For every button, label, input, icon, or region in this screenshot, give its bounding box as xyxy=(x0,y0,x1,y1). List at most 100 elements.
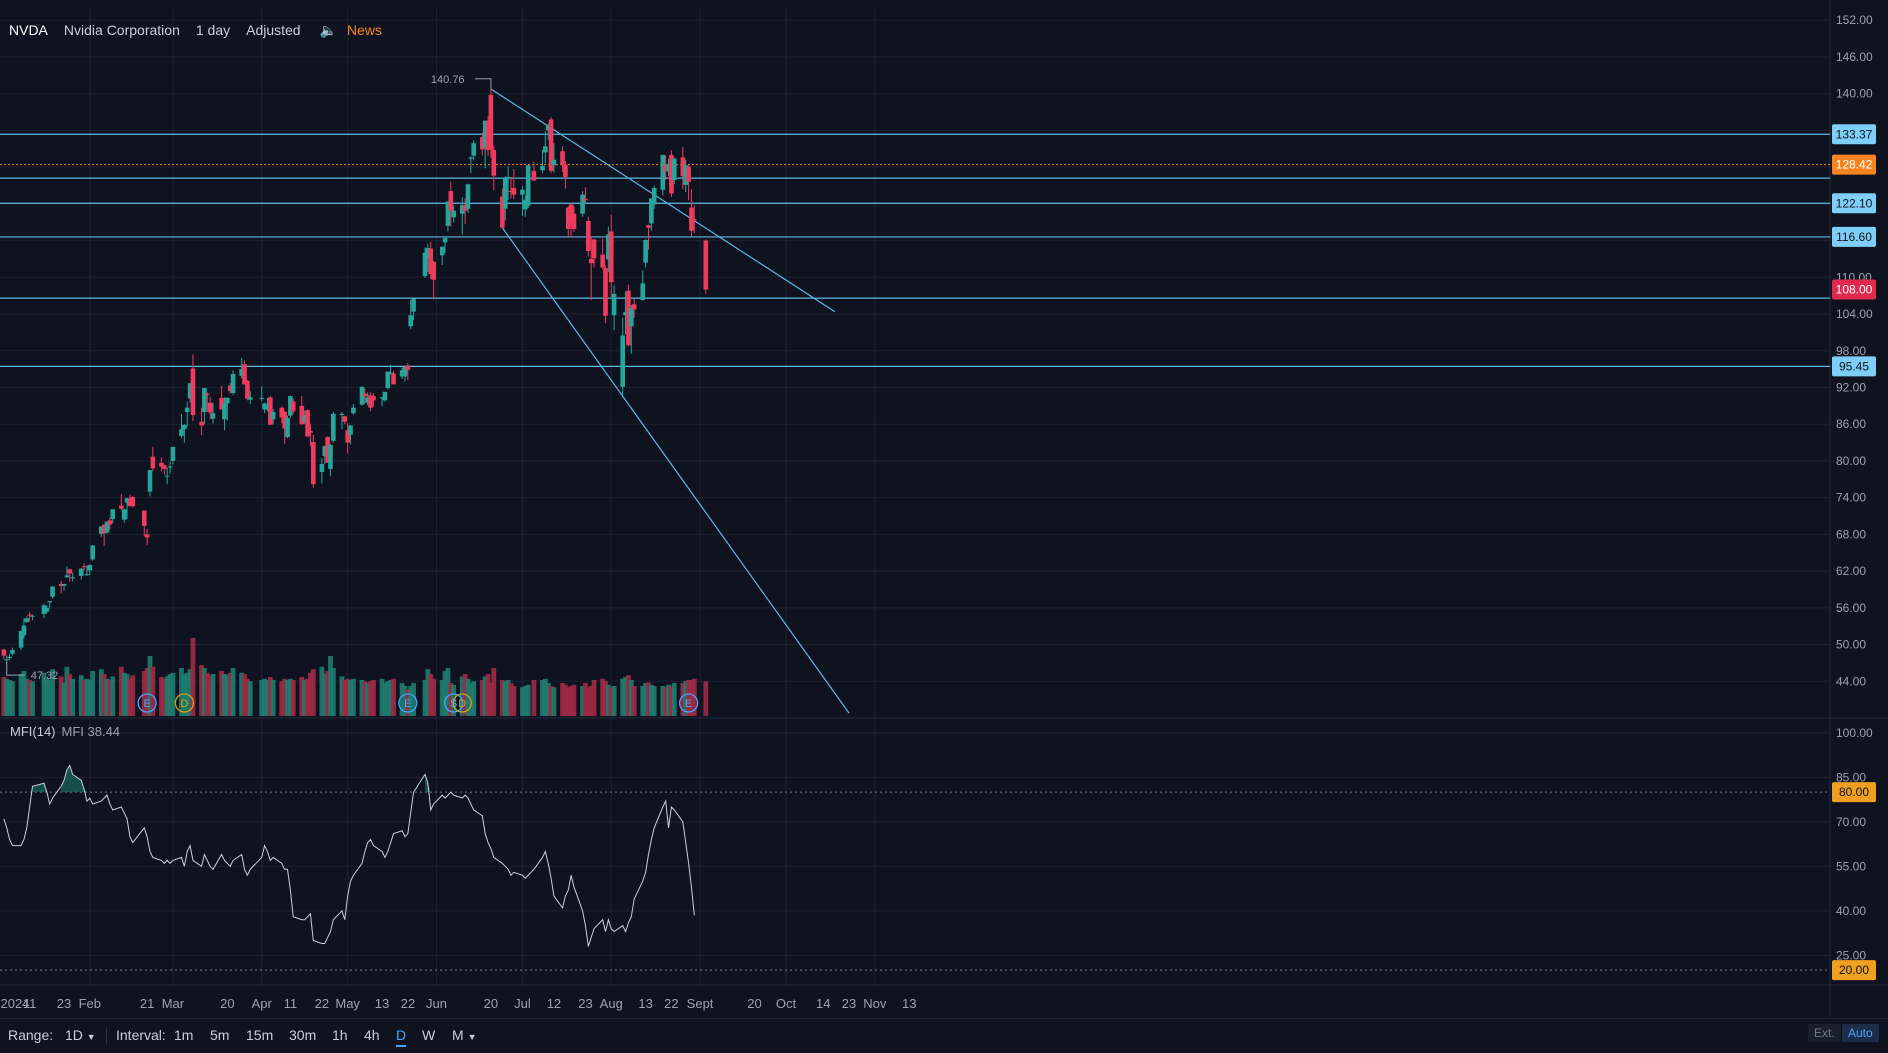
candle-body xyxy=(448,191,454,211)
extended-hours-toggle[interactable]: Ext. xyxy=(1808,1024,1841,1042)
interval-30m[interactable]: 30m xyxy=(289,1027,317,1043)
volume-bar xyxy=(10,681,15,716)
interval-1m[interactable]: 1m xyxy=(174,1027,194,1043)
volume-bar xyxy=(285,680,290,716)
range-dropdown[interactable]: 1D ▼ xyxy=(65,1027,96,1043)
volume-bar xyxy=(428,674,434,716)
volume-bar xyxy=(247,681,253,716)
volume-bar xyxy=(179,668,184,716)
volume-bar xyxy=(190,638,196,716)
x-tick-label: Aug xyxy=(600,996,623,1011)
mfi-legend: MFI(14) MFI 38.44 xyxy=(10,724,120,739)
volume-bar xyxy=(465,678,471,716)
volume-bar xyxy=(222,674,227,716)
volume-bar xyxy=(90,671,96,716)
mfi-title[interactable]: MFI(14) xyxy=(10,724,56,739)
candle-body xyxy=(425,247,431,259)
candle-body xyxy=(391,373,396,385)
interval-label[interactable]: 1 day xyxy=(195,22,231,38)
volume-bar xyxy=(588,686,594,716)
candle-body xyxy=(382,391,388,401)
candle-body xyxy=(268,397,273,425)
candle-body xyxy=(365,397,371,403)
candle-body xyxy=(671,158,677,180)
candle-body xyxy=(359,386,365,405)
volume-bar xyxy=(305,678,310,716)
volume-bar xyxy=(187,669,193,716)
symbol-ticker[interactable]: NVDA xyxy=(9,22,48,38)
candle-body xyxy=(511,187,517,195)
candle-body xyxy=(580,194,585,214)
volume-bar xyxy=(388,680,394,716)
volume-bar xyxy=(308,672,313,716)
candle-body xyxy=(388,372,393,374)
mfi-tick-label: 85.00 xyxy=(1836,770,1866,784)
candle-body xyxy=(282,411,287,429)
price-tag-box xyxy=(1832,154,1876,175)
interval-w[interactable]: W xyxy=(422,1027,436,1043)
volume-bar xyxy=(605,684,611,716)
candle-body xyxy=(591,239,597,259)
interval-1h[interactable]: 1h xyxy=(332,1027,348,1043)
x-tick-label: 23 xyxy=(842,996,856,1011)
candle-body xyxy=(101,524,107,534)
candle-body xyxy=(548,119,554,171)
candle-body xyxy=(422,252,428,277)
candle-body xyxy=(182,424,187,430)
candle-body xyxy=(468,157,474,159)
mfi-band-tag-box xyxy=(1832,782,1876,803)
volume-bar xyxy=(623,677,628,716)
candle-body xyxy=(147,470,153,492)
interval-5m[interactable]: 5m xyxy=(210,1027,230,1043)
x-tick-label: Jul xyxy=(514,996,531,1011)
volume-bar xyxy=(560,683,565,716)
volume-bar xyxy=(47,680,53,716)
interval-m[interactable]: M ▼ xyxy=(452,1027,476,1043)
volume-bar xyxy=(508,683,514,716)
adjustment-label[interactable]: Adjusted xyxy=(246,22,301,38)
candle-body xyxy=(230,374,236,393)
volume-bar xyxy=(520,687,525,716)
candle-body xyxy=(179,429,184,436)
candle-body xyxy=(543,146,548,153)
candle-body xyxy=(686,166,691,182)
volume-bar xyxy=(58,676,64,716)
volume-bar xyxy=(511,686,517,716)
candle-body xyxy=(247,397,253,400)
candle-body xyxy=(482,120,488,149)
volume-bar xyxy=(368,681,373,716)
candle-body xyxy=(505,176,511,179)
x-tick-label: 14 xyxy=(816,996,830,1011)
volume-bar xyxy=(522,686,528,716)
volume-bar xyxy=(583,683,588,716)
interval-4h[interactable]: 4h xyxy=(364,1027,380,1043)
volume-bar xyxy=(680,683,686,716)
candle-body xyxy=(84,574,90,576)
volume-bar xyxy=(159,677,164,716)
auto-scale-toggle[interactable]: Auto xyxy=(1842,1024,1879,1042)
interval-d[interactable]: D xyxy=(396,1027,407,1047)
low-price-label: 47.32 xyxy=(31,670,59,682)
interval-15m[interactable]: 15m xyxy=(246,1027,274,1043)
volume-bar xyxy=(669,686,674,716)
candle-body xyxy=(331,413,336,441)
x-tick-label: Oct xyxy=(776,996,797,1011)
candle-body xyxy=(345,430,350,443)
price-tag-box xyxy=(1832,124,1876,145)
speaker-icon: 🔈 xyxy=(319,22,338,38)
candle-body xyxy=(611,293,617,316)
y-tick-label: 92.00 xyxy=(1836,380,1866,394)
volume-bar xyxy=(230,668,236,716)
y-tick-label: 74.00 xyxy=(1836,491,1866,505)
x-tick-label: 21 xyxy=(140,996,154,1011)
candle-body xyxy=(170,446,176,461)
candle-body xyxy=(164,475,170,477)
candle-body xyxy=(265,406,270,410)
news-button[interactable]: 🔈 News xyxy=(314,19,388,42)
candle-body xyxy=(692,219,697,221)
candle-body xyxy=(167,466,173,468)
volume-bar xyxy=(479,680,485,716)
candle-body xyxy=(689,207,694,231)
